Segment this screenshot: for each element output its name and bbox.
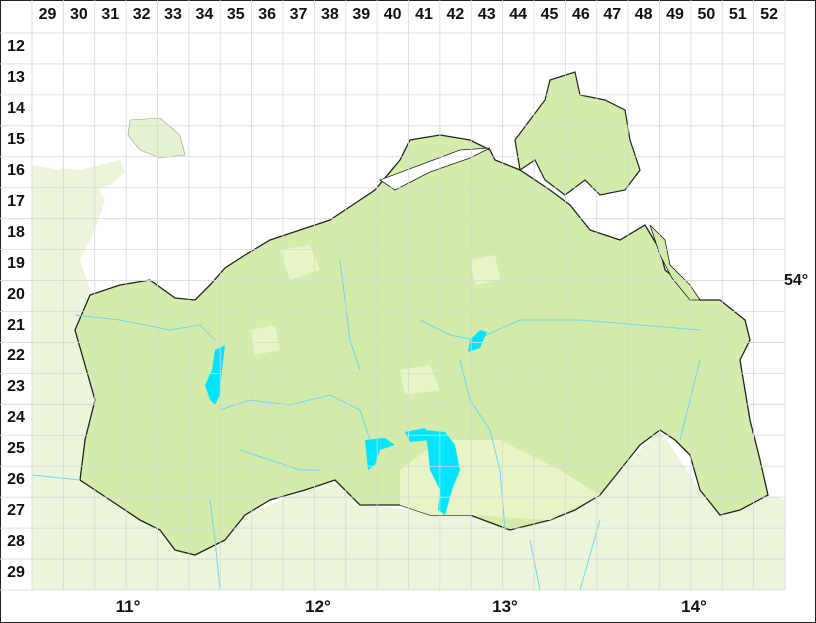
row-label: 12 — [7, 38, 25, 55]
row-label: 14 — [7, 99, 25, 117]
column-label: 40 — [383, 6, 402, 23]
row-label: 13 — [7, 68, 25, 86]
longitude-label: 13° — [492, 597, 518, 616]
row-label: 22 — [7, 347, 25, 365]
state-mecklenburg-vorpommern — [74, 71, 769, 556]
row-label: 15 — [7, 130, 25, 148]
column-label: 45 — [540, 6, 559, 23]
column-label: 32 — [132, 6, 151, 23]
column-label: 44 — [509, 6, 528, 23]
column-label: 37 — [289, 6, 308, 23]
column-label: 46 — [571, 6, 590, 23]
column-label: 29 — [38, 6, 57, 23]
longitude-label: 11° — [115, 597, 141, 616]
row-label: 21 — [7, 316, 25, 334]
column-label: 30 — [69, 6, 88, 23]
column-label: 50 — [697, 6, 716, 23]
column-label: 34 — [195, 6, 214, 23]
lake-mueritz — [425, 430, 460, 515]
longitude-label: 14° — [681, 597, 707, 616]
row-label: 26 — [7, 471, 25, 489]
row-label: 25 — [7, 440, 25, 458]
row-label: 29 — [7, 564, 25, 582]
grid-lines — [0, 0, 786, 591]
row-label: 24 — [7, 409, 25, 427]
row-label: 20 — [7, 285, 25, 303]
column-label: 39 — [352, 6, 371, 23]
column-label: 38 — [320, 6, 339, 23]
column-label: 41 — [415, 6, 433, 23]
column-label: 36 — [258, 6, 277, 23]
column-label: 48 — [634, 6, 653, 23]
column-label: 49 — [666, 6, 684, 23]
column-label: 51 — [728, 6, 747, 23]
column-label: 42 — [446, 6, 465, 23]
longitude-label: 12° — [305, 597, 331, 616]
row-label: 19 — [7, 254, 25, 272]
latitude-label: 54° — [784, 272, 809, 289]
column-label: 47 — [603, 6, 622, 23]
row-label: 23 — [7, 378, 25, 396]
column-label: 52 — [760, 6, 779, 23]
row-label: 18 — [7, 223, 25, 241]
row-label: 16 — [7, 161, 25, 179]
row-label: 27 — [7, 502, 25, 520]
column-label: 31 — [101, 6, 120, 23]
lake-kummerow — [468, 330, 487, 352]
row-label: 17 — [7, 192, 25, 210]
column-label: 35 — [226, 6, 245, 23]
lake-plau — [365, 438, 395, 470]
column-label: 43 — [477, 6, 496, 23]
column-label: 33 — [164, 6, 182, 23]
row-label: 28 — [7, 533, 25, 551]
